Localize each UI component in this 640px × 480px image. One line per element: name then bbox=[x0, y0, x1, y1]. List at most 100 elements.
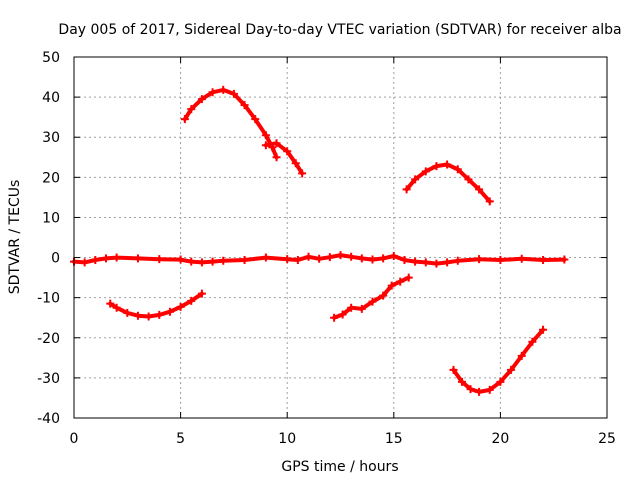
x-axis-label: GPS time / hours bbox=[281, 459, 398, 475]
data-point bbox=[261, 141, 270, 150]
data-point bbox=[560, 255, 569, 264]
data-point bbox=[315, 254, 324, 263]
data-point bbox=[411, 175, 420, 184]
data-point bbox=[421, 258, 430, 267]
data-point bbox=[396, 277, 405, 286]
x-tick-label: 5 bbox=[176, 431, 185, 447]
data-point bbox=[304, 252, 313, 261]
series-layer bbox=[70, 85, 569, 396]
ticks bbox=[73, 56, 608, 419]
data-point bbox=[336, 251, 345, 260]
data-point bbox=[283, 255, 292, 264]
data-point bbox=[155, 255, 164, 264]
data-point bbox=[528, 337, 537, 346]
x-tick-label: 10 bbox=[278, 431, 296, 447]
data-point bbox=[133, 254, 142, 263]
x-tick-label: 0 bbox=[70, 431, 79, 447]
y-tick-label: 0 bbox=[51, 251, 60, 267]
data-point bbox=[402, 185, 411, 194]
data-point bbox=[240, 255, 249, 264]
data-point bbox=[411, 257, 420, 266]
data-point bbox=[485, 385, 494, 394]
data-point bbox=[123, 308, 132, 317]
y-tick-label: 50 bbox=[42, 50, 60, 66]
series-arc-2 bbox=[261, 139, 307, 178]
data-point bbox=[539, 255, 548, 264]
series-arc-5 bbox=[330, 273, 413, 322]
series-arc-4 bbox=[106, 289, 206, 321]
series-line bbox=[451, 327, 545, 394]
data-point bbox=[155, 310, 164, 319]
data-point bbox=[475, 255, 484, 264]
data-point bbox=[229, 89, 238, 98]
data-point bbox=[357, 304, 366, 313]
data-point bbox=[197, 95, 206, 104]
data-point bbox=[453, 165, 462, 174]
data-point bbox=[368, 297, 377, 306]
data-point bbox=[404, 273, 413, 282]
data-point bbox=[208, 88, 217, 97]
y-tick-label: -20 bbox=[37, 331, 60, 347]
data-point bbox=[347, 303, 356, 312]
data-point bbox=[338, 310, 347, 319]
data-point bbox=[112, 303, 121, 312]
data-point bbox=[389, 251, 398, 260]
data-point bbox=[293, 255, 302, 264]
data-point bbox=[475, 387, 484, 396]
plot-frame bbox=[73, 56, 608, 419]
data-point bbox=[144, 312, 153, 321]
data-point bbox=[432, 259, 441, 268]
data-point bbox=[496, 377, 505, 386]
data-point bbox=[449, 365, 458, 374]
data-point bbox=[219, 85, 228, 94]
data-point bbox=[197, 289, 206, 298]
y-tick-label: 20 bbox=[42, 170, 60, 186]
data-point bbox=[443, 258, 452, 267]
y-axis-label: SDTVAR / TECUs bbox=[7, 180, 23, 295]
y-tick-label: 10 bbox=[42, 210, 60, 226]
data-point bbox=[80, 258, 89, 267]
series-line bbox=[108, 291, 204, 319]
data-point bbox=[453, 256, 462, 265]
data-point bbox=[283, 147, 292, 156]
data-point bbox=[219, 256, 228, 265]
data-point bbox=[400, 255, 409, 264]
y-tick-label: 30 bbox=[42, 130, 60, 146]
data-point bbox=[475, 185, 484, 194]
data-point bbox=[466, 385, 475, 394]
data-point bbox=[165, 307, 174, 316]
data-point bbox=[517, 254, 526, 263]
y-tick-label: -30 bbox=[37, 371, 60, 387]
data-point bbox=[101, 254, 110, 263]
data-point bbox=[539, 325, 548, 334]
grid bbox=[74, 57, 607, 418]
data-point bbox=[368, 255, 377, 264]
series-line bbox=[404, 162, 492, 204]
data-point bbox=[379, 254, 388, 263]
data-point bbox=[379, 291, 388, 300]
series-arc-3 bbox=[402, 160, 494, 206]
data-point bbox=[272, 153, 281, 162]
data-point bbox=[325, 253, 334, 262]
y-tick-label: -10 bbox=[37, 291, 60, 307]
data-point bbox=[251, 115, 260, 124]
data-point bbox=[106, 299, 115, 308]
y-tick-label: -40 bbox=[37, 411, 60, 427]
data-point bbox=[291, 159, 300, 168]
data-point bbox=[432, 162, 441, 171]
data-point bbox=[517, 351, 526, 360]
data-point bbox=[272, 139, 281, 148]
data-point bbox=[496, 255, 505, 264]
data-point bbox=[187, 296, 196, 305]
x-tick-label: 25 bbox=[598, 431, 616, 447]
data-point bbox=[298, 169, 307, 178]
data-point bbox=[240, 101, 249, 110]
x-tick-label: 15 bbox=[385, 431, 403, 447]
data-point bbox=[458, 377, 467, 386]
data-point bbox=[443, 160, 452, 169]
data-point bbox=[133, 311, 142, 320]
series-arc-6 bbox=[449, 325, 548, 396]
data-point bbox=[91, 255, 100, 264]
data-point bbox=[261, 131, 270, 140]
